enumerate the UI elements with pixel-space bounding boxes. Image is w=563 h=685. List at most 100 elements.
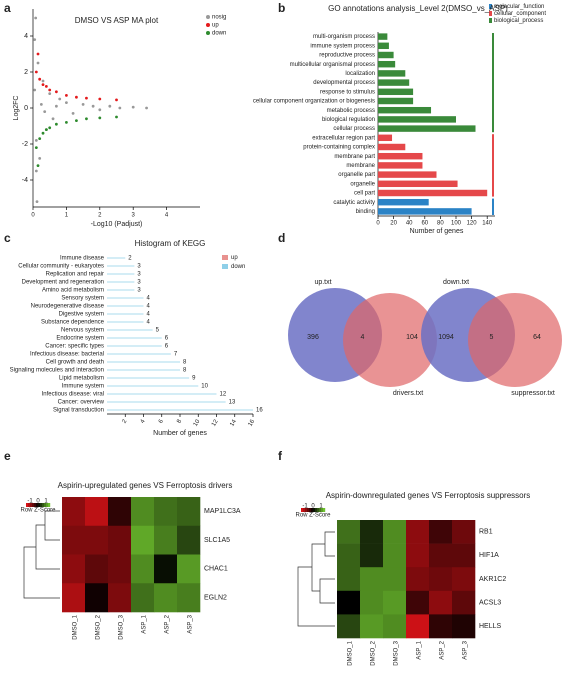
y-tick-label: Infectious disease: bacterial: [30, 352, 104, 358]
bar: [378, 134, 393, 142]
y-tick-label: metabolic process: [327, 108, 375, 114]
set-label: suppressor.txt: [511, 390, 555, 397]
value-label: 3: [137, 272, 141, 278]
point: [41, 79, 45, 83]
chart-title: GO annotations analysis_Level 2(DMSO_vs_…: [328, 4, 508, 13]
value-label: 6: [165, 336, 169, 342]
point: [108, 104, 112, 108]
bar: [378, 88, 414, 96]
heat-cell: [337, 567, 361, 592]
bar: [378, 198, 429, 206]
point: [48, 92, 52, 95]
y-tick-label: Cancer: specific types: [45, 344, 104, 350]
panel-label: a: [4, 1, 11, 15]
x-tick-label: 2: [121, 418, 128, 424]
value-label: 8: [183, 368, 187, 374]
point: [35, 200, 39, 204]
value-label: 10: [201, 384, 208, 390]
x-tick-label: 2: [98, 213, 102, 219]
heat-cell: [452, 614, 476, 639]
color-key: [307, 508, 310, 512]
y-tick-label: Signaling molecules and interaction: [10, 368, 104, 374]
y-tick-label: organelle: [350, 181, 375, 187]
y-tick-label: Sensory system: [61, 296, 104, 302]
value-label: 4: [147, 296, 151, 302]
heat-cell: [406, 614, 430, 639]
y-tick-label: binding: [356, 209, 375, 215]
color-key: [28, 503, 31, 507]
venn-count: 104: [406, 334, 418, 341]
column-label: DMSO_1: [348, 640, 354, 665]
point: [85, 117, 88, 121]
bar: [378, 143, 406, 151]
color-key: [42, 503, 45, 507]
heat-cell: [62, 497, 86, 527]
bar: [378, 79, 410, 86]
venn-set: [343, 293, 437, 387]
y-tick-label: catalytic activity: [333, 200, 375, 206]
x-tick-label: 14: [229, 418, 238, 427]
y-tick-label: membrane: [346, 163, 375, 169]
point: [38, 137, 42, 141]
heat-cell: [360, 520, 384, 544]
column-label: DMSO_2: [96, 614, 102, 639]
heat-cell: [429, 520, 453, 544]
heat-cell: [383, 590, 407, 615]
heat-cell: [154, 554, 178, 584]
color-key-tick-label: 1: [44, 499, 48, 505]
point: [54, 104, 58, 108]
color-key-label: Row Z-Score: [295, 513, 331, 519]
heat-cell: [383, 614, 407, 639]
y-tick-label: 4: [24, 33, 28, 40]
heat-cell: [429, 567, 453, 592]
point: [75, 95, 78, 99]
point: [48, 88, 52, 92]
heat-cell: [62, 525, 86, 555]
x-tick-label: 0: [31, 213, 35, 219]
legend-label: molecular_function: [494, 4, 544, 10]
color-key: [321, 508, 324, 512]
point: [81, 103, 85, 106]
point: [39, 103, 43, 106]
bar: [378, 171, 437, 178]
value-label: 3: [137, 288, 141, 294]
y-tick-label: multicellular organismal process: [290, 62, 375, 68]
heat-cell: [131, 554, 155, 584]
column-label: ASP_2: [440, 640, 446, 659]
row-label: HELLS: [479, 623, 502, 630]
y-tick-label: protein-containing complex: [303, 145, 375, 151]
heat-cell: [383, 567, 407, 592]
x-tick-label: 120: [467, 221, 478, 227]
set-label: up.txt: [314, 279, 331, 286]
color-key: [26, 503, 29, 507]
row-label: HIF1A: [479, 552, 499, 559]
color-key-tick-label: 1: [319, 504, 323, 510]
y-tick-label: reproductive process: [319, 53, 375, 59]
chart-title: Histogram of KEGG: [135, 239, 206, 248]
y-tick-label: Digestive system: [59, 312, 104, 318]
column-label: DMSO_2: [371, 640, 377, 665]
value-label: 4: [147, 304, 151, 310]
heat-cell: [85, 497, 109, 527]
chart-title: Aspirin-upregulated genes VS Ferroptosis…: [58, 481, 233, 490]
y-tick-label: localization: [345, 71, 375, 77]
x-tick-label: 3: [132, 213, 136, 219]
color-key: [313, 508, 316, 512]
point: [36, 52, 40, 56]
y-tick-label: Cell growth and death: [46, 360, 104, 366]
x-tick-label: 8: [176, 418, 183, 424]
heat-cell: [406, 543, 430, 568]
color-key-tick-label: 0: [36, 499, 40, 505]
color-key: [36, 503, 39, 507]
color-key: [32, 503, 35, 507]
point: [91, 104, 95, 108]
venn-count: 64: [533, 334, 541, 341]
value-label: 6: [165, 344, 169, 350]
color-key: [303, 508, 306, 512]
value-label: 4: [147, 312, 151, 318]
heat-cell: [337, 520, 361, 544]
venn-count: 1094: [438, 334, 454, 341]
point: [34, 70, 38, 74]
y-tick-label: cellular component organization or bioge…: [253, 99, 375, 105]
heat-cell: [337, 590, 361, 615]
